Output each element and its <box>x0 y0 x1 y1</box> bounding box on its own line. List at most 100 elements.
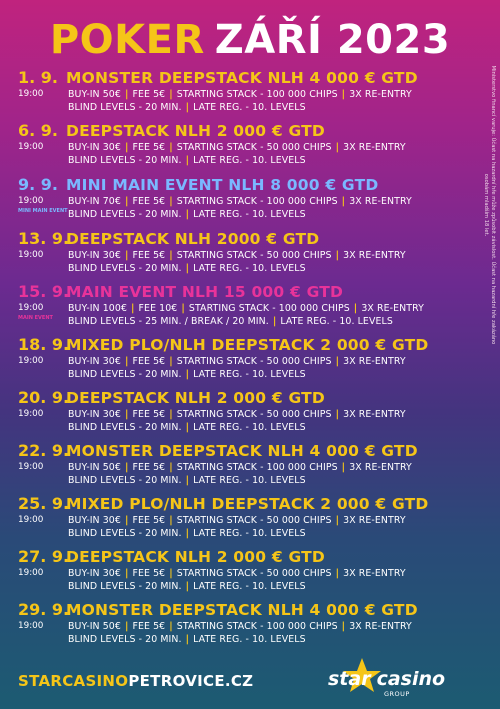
event-name: DEEPSTACK NLH 2 000 € GTD <box>66 122 325 140</box>
event-detail-line: BLIND LEVELS - 20 MIN. | LATE REG. - 10. L… <box>68 262 406 275</box>
detail-separator: | <box>169 356 173 367</box>
event-time: 19:00 <box>18 462 44 472</box>
event-detail: BLIND LEVELS - 20 MIN. <box>68 475 182 486</box>
detail-separator: | <box>353 303 358 314</box>
event-detail-line: BUY-IN 50€ | FEE 5€ | STARTING STACK - 100 0… <box>68 461 412 474</box>
event-item: 20. 9. DEEPSTACK NLH 2 000 € GTD 19:00 BUY-… <box>18 388 478 434</box>
side-warning-text: Ministerstvo financí varuje: Účast na ha… <box>483 65 496 345</box>
event-date: 25. 9. <box>18 494 70 513</box>
logo-star-icon <box>343 658 381 692</box>
event-detail: FEE 5€ <box>132 409 166 420</box>
event-detail: 3X RE-ENTRY <box>343 142 406 153</box>
event-detail: FEE 5€ <box>132 568 166 579</box>
event-time: 19:00 <box>18 196 44 206</box>
detail-separator: | <box>335 409 340 420</box>
event-name: MAIN EVENT NLH 15 000 € GTD <box>66 283 344 301</box>
event-detail-line: BLIND LEVELS - 20 MIN. | LATE REG. - 10. L… <box>68 421 406 434</box>
detail-separator: | <box>185 475 190 486</box>
event-time: 19:00 <box>18 250 44 260</box>
event-detail: FEE 5€ <box>132 356 166 367</box>
event-detail-line: BUY-IN 50€ | FEE 5€ | STARTING STACK - 100 0… <box>68 620 412 633</box>
event-item: 1. 9. MONSTER DEEPSTACK NLH 4 000 € GTD 19… <box>18 68 478 114</box>
event-detail-line: BLIND LEVELS - 20 MIN. | LATE REG. - 10. L… <box>68 208 412 221</box>
event-detail-line: BUY-IN 100€ | FEE 10€ | STARTING STACK - 100… <box>68 302 424 315</box>
detail-separator: | <box>335 568 340 579</box>
detail-separator: | <box>335 250 340 261</box>
event-details: BUY-IN 30€ | FEE 5€ | STARTING STACK - 50 00… <box>68 514 406 540</box>
event-time: 19:00 <box>18 89 44 99</box>
event-date: 9. 9. <box>18 175 58 194</box>
event-header: 27. 9. DEEPSTACK NLH 2 000 € GTD <box>18 547 478 566</box>
detail-separator: | <box>335 356 340 367</box>
event-detail: FEE 5€ <box>132 142 166 153</box>
event-time: 19:00 <box>18 409 44 419</box>
detail-separator: | <box>185 155 190 166</box>
detail-separator: | <box>124 250 129 261</box>
event-header: 22. 9. MONSTER DEEPSTACK NLH 4 000 € GTD <box>18 441 478 460</box>
event-detail: BLIND LEVELS - 20 MIN. <box>68 581 182 592</box>
detail-separator: | <box>124 621 129 632</box>
event-detail: LATE REG. - 10. LEVELS <box>193 102 306 113</box>
event-detail-line: BLIND LEVELS - 25 MIN. / BREAK / 20 MIN.… <box>68 315 424 328</box>
event-tag: MAIN EVENT <box>18 315 53 321</box>
event-detail: LATE REG. - 10. LEVELS <box>193 634 306 645</box>
event-detail: LATE REG. - 10. LEVELS <box>193 422 306 433</box>
detail-separator: | <box>124 356 129 367</box>
event-item: 15. 9. MAIN EVENT NLH 15 000 € GTD 19:00 MA… <box>18 282 478 328</box>
event-detail: BUY-IN 70€ <box>68 196 121 207</box>
event-detail: STARTING STACK - 50 000 CHIPS <box>176 568 332 579</box>
event-time-col: 19:00 <box>18 408 68 434</box>
event-detail: 3X RE-ENTRY <box>349 196 412 207</box>
event-detail-line: BLIND LEVELS - 20 MIN. | LATE REG. - 10. L… <box>68 633 412 646</box>
detail-separator: | <box>124 409 129 420</box>
event-details: BUY-IN 30€ | FEE 5€ | STARTING STACK - 50 00… <box>68 141 406 167</box>
event-detail: BLIND LEVELS - 20 MIN. <box>68 209 182 220</box>
logo-group: GROUP <box>384 690 410 698</box>
event-detail: STARTING STACK - 50 000 CHIPS <box>176 250 332 261</box>
event-item: 25. 9. MIXED PLO/NLH DEEPSTACK 2 000 € GT… <box>18 494 478 540</box>
event-time: 19:00 <box>18 515 44 525</box>
event-detail: LATE REG. - 10. LEVELS <box>280 316 393 327</box>
event-name: DEEPSTACK NLH 2000 € GTD <box>66 230 320 248</box>
detail-separator: | <box>124 89 129 100</box>
event-header: 6. 9. DEEPSTACK NLH 2 000 € GTD <box>18 121 478 140</box>
detail-separator: | <box>185 369 190 380</box>
event-details: BUY-IN 70€ | FEE 5€ | STARTING STACK - 100 0… <box>68 195 412 221</box>
event-name: MONSTER DEEPSTACK NLH 4 000 € GTD <box>66 442 418 460</box>
detail-separator: | <box>181 303 185 314</box>
event-details: BUY-IN 50€ | FEE 5€ | STARTING STACK - 100 0… <box>68 620 412 646</box>
detail-separator: | <box>185 634 190 645</box>
website-link[interactable]: STARCASINOPETROVICE.CZ <box>18 672 253 690</box>
event-detail-line: BLIND LEVELS - 20 MIN. | LATE REG. - 10. L… <box>68 580 406 593</box>
title-poker: POKER <box>49 17 205 63</box>
event-detail: BLIND LEVELS - 20 MIN. <box>68 528 182 539</box>
event-detail-line: BUY-IN 30€ | FEE 5€ | STARTING STACK - 50 00… <box>68 514 406 527</box>
event-time: 19:00 <box>18 621 44 631</box>
event-detail-line: BLIND LEVELS - 20 MIN. | LATE REG. - 10. L… <box>68 474 412 487</box>
event-detail: STARTING STACK - 100 000 CHIPS <box>176 89 338 100</box>
event-detail: 3X RE-ENTRY <box>343 250 406 261</box>
detail-separator: | <box>335 142 340 153</box>
event-item: 9. 9. MINI MAIN EVENT NLH 8 000 € GTD 19:0… <box>18 175 478 221</box>
detail-separator: | <box>124 196 129 207</box>
event-details: BUY-IN 50€ | FEE 5€ | STARTING STACK - 100 0… <box>68 88 412 114</box>
logo-word-casino: casino <box>376 668 446 690</box>
event-name: MINI MAIN EVENT NLH 8 000 € GTD <box>66 176 379 194</box>
event-detail: 3X RE-ENTRY <box>361 303 424 314</box>
detail-separator: | <box>124 568 129 579</box>
detail-separator: | <box>185 528 190 539</box>
event-date: 29. 9. <box>18 600 70 619</box>
event-detail: STARTING STACK - 100 000 CHIPS <box>176 462 338 473</box>
event-detail: FEE 5€ <box>132 515 166 526</box>
event-detail: 3X RE-ENTRY <box>349 89 412 100</box>
event-item: 29. 9. MONSTER DEEPSTACK NLH 4 000 € GTD 1… <box>18 600 478 646</box>
event-tag: MINI MAIN EVENT <box>18 208 68 214</box>
event-time-col: 19:00 MINI MAIN EVENT <box>18 195 68 221</box>
event-detail: BUY-IN 30€ <box>68 250 121 261</box>
event-detail-line: BLIND LEVELS - 20 MIN. | LATE REG. - 10. L… <box>68 368 406 381</box>
event-date: 27. 9. <box>18 547 70 566</box>
event-item: 13. 9. DEEPSTACK NLH 2000 € GTD 19:00 BUY-I… <box>18 229 478 275</box>
event-detail-line: BUY-IN 30€ | FEE 5€ | STARTING STACK - 50 00… <box>68 141 406 154</box>
event-detail: BUY-IN 50€ <box>68 621 121 632</box>
detail-separator: | <box>185 263 190 274</box>
